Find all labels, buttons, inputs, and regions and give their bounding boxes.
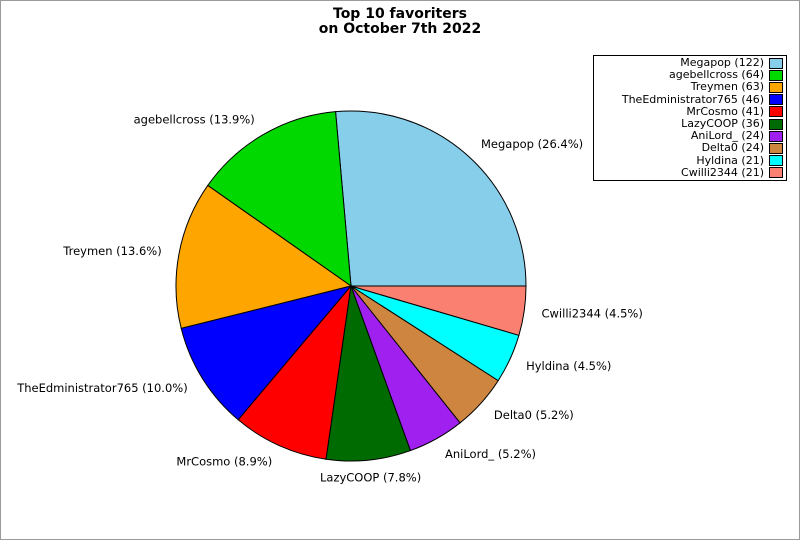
legend-label: Delta0 (24) [701,141,764,155]
legend-swatch [769,81,783,93]
pie-slice-label: Delta0 (5.2%) [494,408,574,422]
legend-label: MrCosmo (41) [686,104,764,118]
legend: Megapop (122) agebellcross (64) Treymen (6… [593,55,787,181]
legend-item: MrCosmo (41) [596,104,783,118]
pie-slice-label: Megapop (26.4%) [481,137,583,151]
legend-label: Cwilli2344 (21) [681,165,764,179]
legend-swatch [769,130,783,142]
pie-slice-label: agebellcross (13.9%) [134,112,255,126]
legend-label: LazyCOOP (36) [681,116,764,130]
legend-item: agebellcross (64) [596,68,783,82]
legend-label: AniLord_ (24) [690,129,764,143]
legend-swatch [769,167,783,179]
legend-swatch [769,106,783,118]
legend-swatch [769,94,783,106]
pie-slice-label: MrCosmo (8.9%) [176,455,272,469]
legend-item: Megapop (122) [596,56,783,69]
legend-item: LazyCOOP (36) [596,116,783,130]
pie-slice-label: Hyldina (4.5%) [526,359,611,373]
legend-swatch [769,142,783,154]
chart-title-line2: on October 7th 2022 [318,20,482,37]
chart-title-line1: Top 10 favoriters [333,6,467,22]
pie-slice-Megapop [335,110,527,287]
legend-label: Megapop (122) [680,56,764,69]
pie-slice-Cwilli2344 [350,285,527,336]
legend-swatch [769,69,783,81]
legend-item: Treymen (63) [596,81,783,93]
legend-swatch [769,118,783,130]
legend-swatch [769,57,783,69]
pie-slice-MrCosmo [237,284,352,460]
legend-swatch [769,155,783,167]
pie-slice-label: Cwilli2344 (4.5%) [542,306,643,320]
legend-label: Treymen (63) [690,80,764,94]
pie-slice-label: Treymen (13.6%) [62,244,161,258]
legend-item: Cwilli2344 (21) [596,165,783,179]
pie-slice-label: AniLord_ (5.2%) [445,447,536,461]
pie-slice-Treymen [175,184,353,330]
legend-item: Delta0 (24) [596,142,783,154]
legend-label: Hyldina (21) [696,153,764,167]
legend-item: Hyldina (21) [596,153,783,167]
legend-label: agebellcross (64) [669,68,764,82]
pie-slice-label: TheEdministrator765 (10.0%) [16,381,188,395]
legend-item: TheEdministrator765 (46) [596,92,783,106]
pie-slice-agebellcross [207,111,352,288]
legend-item: AniLord_ (24) [596,129,783,143]
pie-slice-TheEdministrator765 [180,285,353,421]
chart-title: Top 10 favoriters on October 7th 2022 [1,7,799,36]
pie-slice-label: LazyCOOP (7.8%) [320,471,421,485]
legend-label: TheEdministrator765 (46) [621,92,764,106]
